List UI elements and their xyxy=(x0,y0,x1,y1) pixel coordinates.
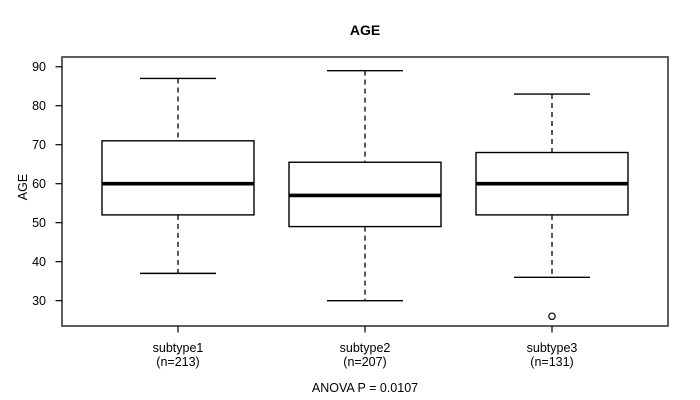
anova-p-annotation: ANOVA P = 0.0107 xyxy=(311,381,419,395)
box-iqr xyxy=(101,140,255,216)
y-axis-tick-label: 90 xyxy=(32,60,46,74)
group-sublabel: (n=207) xyxy=(343,355,386,369)
y-axis-tick-label: 80 xyxy=(32,99,46,113)
outlier-point xyxy=(548,312,556,321)
y-axis-tick-label: 60 xyxy=(32,177,46,191)
chart-title: AGE xyxy=(349,22,381,38)
y-axis-tick-label: 50 xyxy=(32,216,46,230)
y-axis-label: AGE xyxy=(16,173,30,201)
group-sublabel: (n=131) xyxy=(530,355,573,369)
y-axis-tick-label: 30 xyxy=(32,294,46,308)
group-label: subtype1 xyxy=(153,341,204,355)
group-label: subtype3 xyxy=(527,341,578,355)
group-label: subtype2 xyxy=(340,341,391,355)
y-axis-tick-label: 40 xyxy=(32,255,46,269)
y-axis-tick-label: 70 xyxy=(32,138,46,152)
group-sublabel: (n=213) xyxy=(156,355,199,369)
